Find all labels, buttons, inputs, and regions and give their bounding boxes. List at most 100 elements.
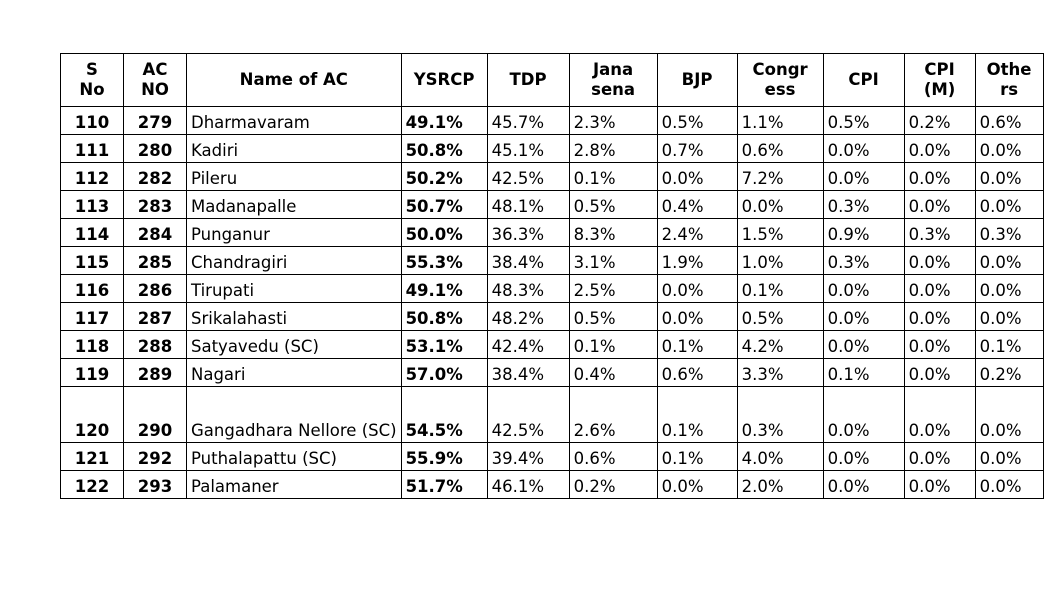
cell-name-of-ac: Gangadhara Nellore (SC) [186, 386, 402, 443]
table-row: 116 286 Tirupati 49.1% 48.3% 2.5% 0.0% 0.1% 0.0%… [60, 274, 1044, 303]
cell-bjp: 0.7% [656, 134, 738, 163]
header-tdp: TDP [486, 53, 570, 107]
cell-tdp: 42.5% [486, 386, 570, 443]
cell-congress: 0.1% [736, 274, 824, 303]
cell-congress: 3.3% [736, 358, 824, 387]
cell-name-of-ac: Srikalahasti [186, 302, 402, 331]
header-cpi-m: CPI (M) [903, 53, 976, 107]
cell-others: 0.6% [974, 106, 1044, 135]
cell-janasena: 0.2% [568, 470, 658, 499]
cell-tdp: 38.4% [486, 358, 570, 387]
header-s-no: S No [60, 53, 124, 107]
header-name-of-ac: Name of AC [186, 53, 402, 107]
table-row: 113 283 Madanapalle 50.7% 48.1% 0.5% 0.4% 0.0% 0… [60, 190, 1044, 219]
cell-name-of-ac: Kadiri [186, 134, 402, 163]
cell-tdp: 42.5% [486, 162, 570, 191]
cell-ac-no: 280 [123, 134, 187, 163]
cell-cpi-m: 0.0% [903, 134, 976, 163]
table-row: 119 289 Nagari 57.0% 38.4% 0.4% 0.6% 3.3% 0.1% 0.… [60, 358, 1044, 387]
cell-name-of-ac: Puthalapattu (SC) [186, 442, 402, 471]
cell-ac-no: 289 [123, 358, 187, 387]
cell-ysrcp: 54.5% [400, 386, 488, 443]
cell-ysrcp: 50.8% [400, 134, 488, 163]
cell-congress: 0.6% [736, 134, 824, 163]
cell-tdp: 42.4% [486, 330, 570, 359]
cell-cpi: 0.0% [822, 330, 905, 359]
cell-congress: 2.0% [736, 470, 824, 499]
cell-janasena: 3.1% [568, 246, 658, 275]
cell-others: 0.1% [974, 330, 1044, 359]
cell-cpi-m: 0.0% [903, 274, 976, 303]
table-row: 121 292 Puthalapattu (SC) 55.9% 39.4% 0.6% 0.1… [60, 442, 1044, 471]
cell-cpi: 0.3% [822, 246, 905, 275]
cell-tdp: 48.2% [486, 302, 570, 331]
table-row: 117 287 Srikalahasti 50.8% 48.2% 0.5% 0.0% 0.5%… [60, 302, 1044, 331]
cell-janasena: 2.8% [568, 134, 658, 163]
cell-ac-no: 284 [123, 218, 187, 247]
cell-tdp: 39.4% [486, 442, 570, 471]
cell-janasena: 0.6% [568, 442, 658, 471]
cell-cpi: 0.0% [822, 470, 905, 499]
header-ysrcp: YSRCP [400, 53, 488, 107]
cell-bjp: 2.4% [656, 218, 738, 247]
cell-congress: 1.5% [736, 218, 824, 247]
cell-bjp: 0.1% [656, 442, 738, 471]
cell-others: 0.0% [974, 190, 1044, 219]
cell-janasena: 2.5% [568, 274, 658, 303]
cell-janasena: 0.1% [568, 330, 658, 359]
cell-others: 0.0% [974, 386, 1044, 443]
cell-bjp: 0.4% [656, 190, 738, 219]
cell-congress: 7.2% [736, 162, 824, 191]
cell-tdp: 45.7% [486, 106, 570, 135]
header-cpi: CPI [822, 53, 905, 107]
cell-others: 0.0% [974, 162, 1044, 191]
cell-name-of-ac: Tirupati [186, 274, 402, 303]
cell-janasena: 0.5% [568, 190, 658, 219]
cell-janasena: 0.5% [568, 302, 658, 331]
cell-cpi-m: 0.0% [903, 246, 976, 275]
cell-congress: 1.0% [736, 246, 824, 275]
cell-cpi: 0.0% [822, 442, 905, 471]
cell-tdp: 48.1% [486, 190, 570, 219]
cell-others: 0.0% [974, 442, 1044, 471]
cell-ac-no: 288 [123, 330, 187, 359]
cell-others: 0.3% [974, 218, 1044, 247]
cell-tdp: 48.3% [486, 274, 570, 303]
cell-ysrcp: 55.9% [400, 442, 488, 471]
cell-s-no: 121 [60, 442, 124, 471]
table-row: 110 279 Dharmavaram 49.1% 45.7% 2.3% 0.5% 1.1% 0… [60, 106, 1044, 135]
cell-ysrcp: 50.8% [400, 302, 488, 331]
cell-name-of-ac: Pileru [186, 162, 402, 191]
cell-tdp: 36.3% [486, 218, 570, 247]
header-janasena: Jana sena [568, 53, 658, 107]
cell-ysrcp: 49.1% [400, 274, 488, 303]
cell-name-of-ac: Palamaner [186, 470, 402, 499]
cell-janasena: 2.6% [568, 386, 658, 443]
cell-cpi: 0.0% [822, 162, 905, 191]
header-ac-no: AC NO [123, 53, 187, 107]
cell-congress: 1.1% [736, 106, 824, 135]
header-row: S No AC NO Name of AC YSRCP TDP Jana sena B… [60, 53, 1044, 107]
cell-s-no: 119 [60, 358, 124, 387]
table-row: 120 290 Gangadhara Nellore (SC) 54.5% 42.5% 2… [60, 386, 1044, 443]
cell-others: 0.0% [974, 246, 1044, 275]
cell-others: 0.0% [974, 134, 1044, 163]
cell-janasena: 2.3% [568, 106, 658, 135]
cell-bjp: 1.9% [656, 246, 738, 275]
cell-ac-no: 285 [123, 246, 187, 275]
cell-s-no: 122 [60, 470, 124, 499]
cell-ysrcp: 50.2% [400, 162, 488, 191]
table-row: 112 282 Pileru 50.2% 42.5% 0.1% 0.0% 7.2% 0.0% 0.… [60, 162, 1044, 191]
cell-ac-no: 279 [123, 106, 187, 135]
cell-ac-no: 286 [123, 274, 187, 303]
cell-name-of-ac: Chandragiri [186, 246, 402, 275]
cell-s-no: 112 [60, 162, 124, 191]
cell-bjp: 0.0% [656, 302, 738, 331]
cell-cpi-m: 0.0% [903, 330, 976, 359]
cell-ac-no: 293 [123, 470, 187, 499]
cell-cpi-m: 0.0% [903, 190, 976, 219]
cell-cpi: 0.9% [822, 218, 905, 247]
header-others: Othe rs [974, 53, 1044, 107]
cell-name-of-ac: Madanapalle [186, 190, 402, 219]
cell-others: 0.0% [974, 470, 1044, 499]
